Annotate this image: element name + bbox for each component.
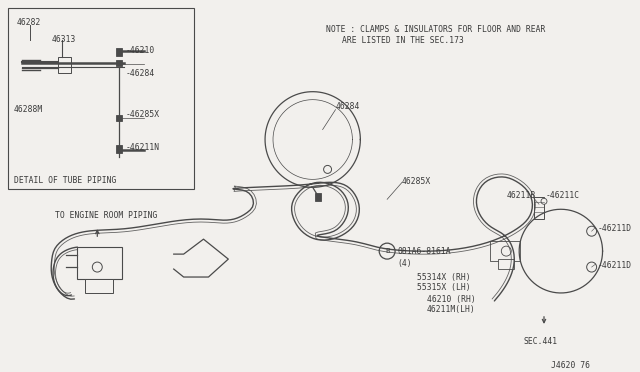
Bar bbox=[116, 145, 122, 154]
Text: DETAIL OF TUBE PIPING: DETAIL OF TUBE PIPING bbox=[14, 176, 116, 185]
Bar bbox=[116, 115, 122, 121]
Circle shape bbox=[501, 246, 511, 256]
Text: 46211B: 46211B bbox=[506, 191, 536, 201]
Text: 55315X (LH): 55315X (LH) bbox=[417, 283, 470, 292]
Text: ARE LISTED IN THE SEC.173: ARE LISTED IN THE SEC.173 bbox=[342, 36, 465, 45]
Bar bbox=[499, 259, 514, 269]
Text: 46285X: 46285X bbox=[402, 177, 431, 186]
Text: SEC.441: SEC.441 bbox=[523, 337, 557, 346]
Bar bbox=[490, 241, 520, 261]
Bar bbox=[315, 193, 321, 201]
Text: 46284: 46284 bbox=[335, 102, 360, 110]
Text: (4): (4) bbox=[397, 259, 412, 268]
Bar bbox=[58, 57, 72, 73]
Bar bbox=[85, 279, 113, 293]
Text: 081A6-8161A: 081A6-8161A bbox=[397, 247, 451, 256]
Bar bbox=[116, 60, 122, 66]
Text: 46282: 46282 bbox=[17, 18, 41, 27]
Text: TO ENGINE ROOM PIPING: TO ENGINE ROOM PIPING bbox=[54, 211, 157, 220]
Text: 55314X (RH): 55314X (RH) bbox=[417, 273, 470, 282]
Text: -46210: -46210 bbox=[126, 46, 156, 55]
Text: 46288M: 46288M bbox=[14, 105, 43, 113]
Text: -46284: -46284 bbox=[126, 69, 156, 78]
Bar bbox=[116, 48, 122, 56]
Text: -46211D: -46211D bbox=[598, 224, 632, 233]
Circle shape bbox=[587, 226, 596, 236]
Text: 46210 (RH): 46210 (RH) bbox=[427, 295, 476, 304]
Text: 46313: 46313 bbox=[52, 35, 76, 44]
Circle shape bbox=[541, 198, 547, 204]
Text: -46211N: -46211N bbox=[126, 142, 160, 151]
Circle shape bbox=[587, 262, 596, 272]
Bar bbox=[534, 197, 544, 219]
Bar bbox=[8, 8, 193, 189]
Text: NOTE : CLAMPS & INSULATORS FOR FLOOR AND REAR: NOTE : CLAMPS & INSULATORS FOR FLOOR AND… bbox=[326, 25, 545, 34]
Bar bbox=[77, 247, 122, 279]
Text: -46211D: -46211D bbox=[598, 261, 632, 270]
Text: B: B bbox=[385, 248, 389, 254]
Text: -46285X: -46285X bbox=[126, 110, 160, 119]
Text: J4620 76: J4620 76 bbox=[551, 361, 590, 370]
Text: 46211M(LH): 46211M(LH) bbox=[427, 305, 476, 314]
Circle shape bbox=[92, 262, 102, 272]
Text: -46211C: -46211C bbox=[546, 191, 580, 201]
Circle shape bbox=[324, 166, 332, 173]
